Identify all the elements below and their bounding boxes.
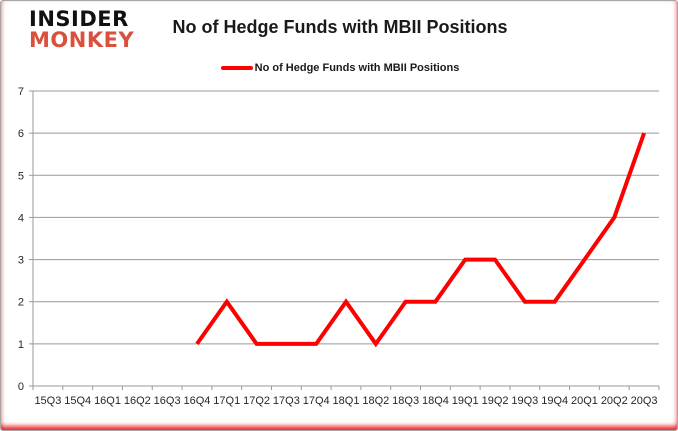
- x-axis-tick-label: 19Q1: [452, 395, 479, 407]
- x-axis-tick-label: 16Q3: [154, 395, 181, 407]
- x-axis-tick-label: 18Q4: [422, 395, 449, 407]
- x-axis-tick-label: 20Q3: [631, 395, 658, 407]
- y-axis-tick-label: 4: [18, 212, 24, 224]
- y-axis-tick-label: 7: [18, 86, 24, 98]
- y-axis-tick-label: 3: [18, 255, 24, 267]
- series-line: [195, 132, 646, 348]
- y-axis-tick-label: 0: [18, 381, 24, 393]
- x-axis-tick-label: 15Q3: [34, 395, 61, 407]
- chart-title: No of Hedge Funds with MBII Positions: [172, 17, 508, 37]
- x-axis-tick-label: 17Q3: [273, 395, 300, 407]
- y-axis-tick-label: 6: [18, 128, 24, 140]
- insider-monkey-logo: INSIDER MONKEY: [29, 9, 134, 51]
- legend-line-swatch: [220, 66, 253, 70]
- x-axis-tick-label: 18Q2: [362, 395, 389, 407]
- x-axis-tick-label: 16Q2: [124, 395, 151, 407]
- y-axis-tick-label: 1: [18, 339, 24, 351]
- x-axis-tick-label: 17Q2: [243, 395, 270, 407]
- legend-label: No of Hedge Funds with MBII Positions: [254, 62, 460, 74]
- x-axis-tick-label: 16Q4: [183, 395, 210, 407]
- x-axis-tick-label: 19Q3: [511, 395, 538, 407]
- x-axis-tick-label: 16Q1: [94, 395, 121, 407]
- x-axis-tick-label: 18Q3: [392, 395, 419, 407]
- y-axis-tick-label: 5: [18, 170, 24, 182]
- x-axis-tick-label: 19Q2: [482, 395, 509, 407]
- x-axis-tick-label: 20Q1: [571, 395, 598, 407]
- logo-text-monkey: MONKEY: [29, 28, 135, 52]
- x-axis-tick-label: 17Q4: [303, 395, 330, 407]
- y-axis-tick-label: 2: [18, 297, 24, 309]
- logo-text-insider: INSIDER: [29, 7, 129, 31]
- x-axis-tick-label: 17Q1: [213, 395, 240, 407]
- x-axis-tick-label: 15Q4: [64, 395, 91, 407]
- chart-legend: No of Hedge Funds with MBII Positions: [31, 60, 649, 76]
- x-axis-tick-label: 19Q4: [541, 395, 568, 407]
- x-axis-tick-label: 20Q2: [601, 395, 628, 407]
- x-axis-tick-label: 18Q1: [333, 395, 360, 407]
